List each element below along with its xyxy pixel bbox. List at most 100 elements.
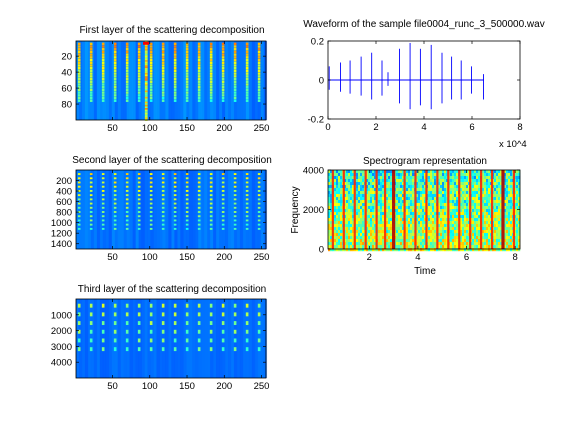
spectrogram-cell [402, 227, 405, 231]
spectrogram-cell [464, 206, 467, 210]
spectrogram-cell [452, 203, 455, 207]
spectrogram-cell [508, 200, 511, 204]
spectrogram-cell [388, 236, 391, 240]
spectrogram-cell [466, 170, 469, 174]
layer1-onset-cell [137, 69, 141, 73]
layer3-texture-column [195, 299, 199, 378]
spectrogram-cell [412, 242, 415, 246]
layer1-texture-column [78, 41, 83, 120]
spectrogram-cell [456, 221, 459, 225]
spectrogram-cell [380, 194, 383, 198]
layer2-texture-column [177, 170, 181, 249]
layer2-onset-cell [161, 215, 165, 218]
spectrogram-cell [412, 239, 415, 243]
spectrogram-cell [352, 209, 355, 213]
layer1-onset-cell [197, 99, 201, 102]
spectrogram-cell [340, 194, 343, 198]
layer1-onset-cell [221, 91, 225, 94]
spectrogram-cell [484, 245, 487, 249]
layer1-onset-cell [161, 58, 165, 62]
layer1-texture-column [174, 41, 178, 120]
spectrogram-cell [334, 236, 337, 240]
layer1-onset-cell [89, 61, 93, 64]
layer2-onset-cell [161, 189, 165, 192]
spectrogram-cell [508, 227, 511, 231]
layer2-onset-cell [221, 227, 225, 230]
spectrogram-cell [518, 248, 521, 252]
spectrogram-cell [482, 176, 485, 180]
layer1-strong-column [144, 68, 148, 70]
layer1-texture-column [254, 41, 259, 120]
spectrogram-cell [442, 203, 445, 207]
spectrogram-cell [422, 179, 425, 183]
spectrogram-cell [446, 224, 449, 228]
spectrogram-onset-line [392, 170, 396, 249]
spectrogram-cell [424, 194, 427, 198]
layer1-onset-cell [245, 83, 249, 86]
spectrogram-cell [382, 221, 385, 225]
layer1-onset-cell [125, 86, 129, 89]
spectrogram-cell [516, 233, 519, 237]
spectrogram-cell [464, 203, 467, 207]
spectrogram-cell [518, 203, 521, 207]
layer1-onset-cell [257, 88, 261, 92]
spectrogram-cell [406, 182, 409, 186]
spectrogram-cell [408, 173, 411, 177]
spectrogram-cell [460, 233, 463, 237]
layer2-onset-cell [77, 189, 81, 192]
spectrogram-cell [412, 182, 415, 186]
spectrogram-cell [374, 176, 377, 180]
layer2-onset-cell [161, 223, 165, 226]
layer2-texture-column [260, 170, 265, 249]
spectrogram-cell [382, 173, 385, 177]
layer1-onset-cell [185, 67, 189, 70]
spectrogram-cell [386, 212, 389, 216]
spectrogram-cell [356, 197, 359, 201]
layer3-onset-cell [137, 303, 141, 308]
spectrogram-cell [372, 176, 375, 180]
layer3-texture-column [189, 299, 193, 378]
spectrogram-cell [496, 209, 499, 213]
spectrogram-cell [350, 191, 353, 195]
spectrogram-cell [486, 176, 489, 180]
spectrogram-cell [350, 176, 353, 180]
spectrogram-cell [508, 203, 511, 207]
spectrogram-cell [430, 179, 433, 183]
spectrogram-cell [474, 212, 477, 216]
layer3-onset-cell [161, 338, 165, 343]
spectrogram-cell [350, 188, 353, 192]
layer3-onset-cell [233, 303, 237, 308]
spectrogram-cell [356, 185, 359, 189]
spectrogram-cell [456, 218, 459, 222]
spectrogram-cell [476, 242, 479, 246]
spectrogram-cell [330, 230, 333, 234]
layer2-onset-cell [137, 223, 141, 226]
spectrogram-cell [506, 236, 509, 240]
layer2-heatmap [76, 170, 268, 249]
spectrogram-cell [516, 236, 519, 240]
spectrogram-cell [408, 233, 411, 237]
spectrogram-cell [416, 203, 419, 207]
spectrogram-cell [492, 248, 495, 252]
layer1-texture-column [233, 41, 238, 120]
spectrogram-cell [352, 236, 355, 240]
layer3-texture-column [156, 299, 160, 378]
spectrogram-cell [504, 212, 507, 216]
spectrogram-cell [518, 242, 521, 246]
layer3-texture-column [81, 299, 86, 378]
spectrogram-cell [398, 200, 401, 204]
spectrogram-cell [438, 188, 441, 192]
spectrogram-cell [356, 245, 359, 249]
spectrogram-cell [466, 173, 469, 177]
spectrogram-cell [330, 194, 333, 198]
spectrogram-cell [374, 224, 377, 228]
spectrogram-cell [488, 170, 491, 174]
spectrogram-cell [466, 230, 469, 234]
spectrogram-cell [398, 185, 401, 189]
layer2-onset-cell [257, 173, 261, 176]
layer1-onset-cell [233, 48, 237, 51]
spectrogram-cell [482, 218, 485, 222]
layer3-texture-column [120, 299, 124, 378]
spectrogram-cell [456, 224, 459, 228]
spectrogram-cell [422, 182, 425, 186]
